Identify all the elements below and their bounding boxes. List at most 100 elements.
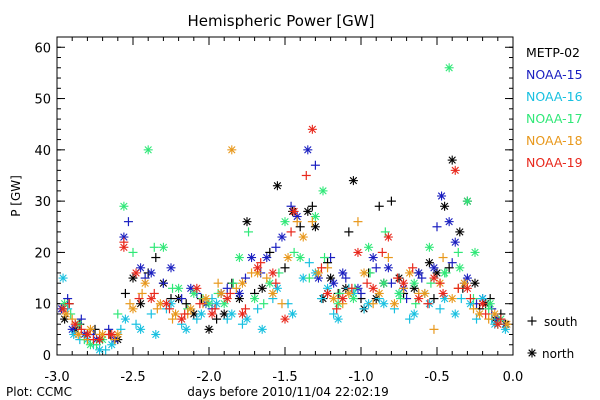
point-noaa-19-south (332, 304, 342, 314)
point-noaa-18-south (353, 217, 363, 227)
point-noaa-19-north (146, 294, 156, 304)
point-noaa-17-north (440, 268, 450, 278)
point-noaa-15-north (247, 253, 257, 263)
point-noaa-18-north (73, 329, 83, 339)
point-metp-02-north (242, 217, 252, 227)
point-noaa-15-north (383, 263, 393, 273)
point-noaa-16-north (181, 324, 191, 334)
point-metp-02-south (295, 222, 305, 232)
point-noaa-18-north (389, 299, 399, 309)
point-noaa-16-south (222, 314, 232, 324)
point-noaa-19-north (161, 299, 171, 309)
point-noaa-17-north (462, 196, 472, 206)
point-noaa-19-south (210, 304, 220, 314)
point-noaa-19-south (286, 227, 296, 237)
point-noaa-18-north (237, 278, 247, 288)
point-noaa-17-south (149, 242, 159, 252)
point-noaa-16-north (450, 309, 460, 319)
point-noaa-18-south (438, 253, 448, 263)
point-noaa-15-south (222, 283, 232, 293)
point-noaa-18-north (490, 309, 500, 319)
point-noaa-18-south (110, 335, 120, 345)
point-metp-02-south (265, 247, 275, 257)
point-noaa-17-north (310, 212, 320, 222)
point-noaa-19-south (453, 283, 463, 293)
point-noaa-19-north (192, 283, 202, 293)
point-noaa-19-north (438, 288, 448, 298)
point-noaa-18-south (231, 283, 241, 293)
point-metp-02-north (128, 273, 138, 283)
x-axis-label: days before 2010/11/04 22:02:19 (187, 385, 388, 399)
point-noaa-17-south (453, 247, 463, 257)
x-axis: -3.0 -2.5 -2.0 -1.5 -1.0 -0.5 0.0 (44, 37, 523, 385)
point-noaa-18-north (359, 268, 369, 278)
point-noaa-15-south (371, 263, 381, 273)
chart-title: Hemispheric Power [GW] (188, 12, 375, 30)
point-noaa-19-south (256, 258, 266, 268)
point-noaa-19-south (76, 324, 86, 334)
point-noaa-17-north (189, 288, 199, 298)
point-noaa-16-south (304, 258, 314, 268)
point-noaa-17-south (113, 309, 123, 319)
point-metp-02-north (310, 222, 320, 232)
point-noaa-19-north (399, 278, 409, 288)
point-noaa-16-south (131, 319, 141, 329)
point-noaa-15-south (447, 258, 457, 268)
y-tick-label: 10 (34, 298, 51, 313)
point-noaa-17-north (394, 288, 404, 298)
point-noaa-15-north (437, 191, 447, 201)
point-noaa-19-north (323, 288, 333, 298)
point-noaa-17-north (318, 186, 328, 196)
point-noaa-15-north (450, 237, 460, 247)
point-noaa-15-south (123, 217, 133, 227)
point-noaa-19-north (207, 309, 217, 319)
y-tick-label: 0 (43, 349, 51, 364)
point-metp-02-north (60, 314, 70, 324)
point-metp-02-south (307, 201, 317, 211)
point-noaa-19-south (496, 314, 506, 324)
point-noaa-18-south (125, 299, 135, 309)
point-noaa-17-south (128, 247, 138, 257)
point-noaa-19-north (383, 232, 393, 242)
point-noaa-18-north (329, 294, 339, 304)
point-noaa-16-north (58, 273, 68, 283)
point-metp-02-north (470, 278, 480, 288)
point-noaa-18-north (268, 288, 278, 298)
point-noaa-19-north (70, 319, 80, 329)
legend-entry-noaa-17: NOAA-17 (526, 111, 583, 126)
point-noaa-19-north (82, 329, 92, 339)
point-noaa-15-north (368, 253, 378, 263)
point-noaa-17-north (158, 242, 168, 252)
point-noaa-17-north (85, 340, 95, 350)
point-noaa-16-south (435, 304, 445, 314)
point-noaa-17-north (470, 247, 480, 257)
point-noaa-18-north (344, 288, 354, 298)
point-noaa-17-south (335, 288, 345, 298)
point-noaa-17-north (204, 299, 214, 309)
point-noaa-15-south (76, 314, 86, 324)
point-noaa-17-north (455, 263, 465, 273)
point-noaa-19-north (462, 283, 472, 293)
point-metp-02-north (455, 227, 465, 237)
y-axis-label: P [GW] (9, 175, 23, 217)
point-metp-02-south (344, 227, 354, 237)
point-noaa-17-south (259, 299, 269, 309)
plot-credit: Plot: CCMC (6, 385, 72, 399)
point-noaa-18-south (168, 314, 178, 324)
point-noaa-19-north (478, 299, 488, 309)
point-noaa-17-north (379, 278, 389, 288)
point-noaa-19-south (225, 288, 235, 298)
point-noaa-19-north (107, 329, 117, 339)
point-metp-02-south (212, 314, 222, 324)
point-metp-02-north (348, 176, 358, 186)
legend-entry-noaa-16: NOAA-16 (526, 89, 583, 104)
point-noaa-19-south (392, 273, 402, 283)
point-noaa-15-north (303, 145, 313, 155)
point-noaa-15-north (277, 232, 287, 242)
point-noaa-17-north (250, 294, 260, 304)
x-tick-label: 0.0 (503, 370, 524, 385)
point-noaa-19-south (465, 294, 475, 304)
point-noaa-15-north (146, 268, 156, 278)
point-metp-02-north (447, 155, 457, 165)
point-noaa-16-north (257, 324, 267, 334)
